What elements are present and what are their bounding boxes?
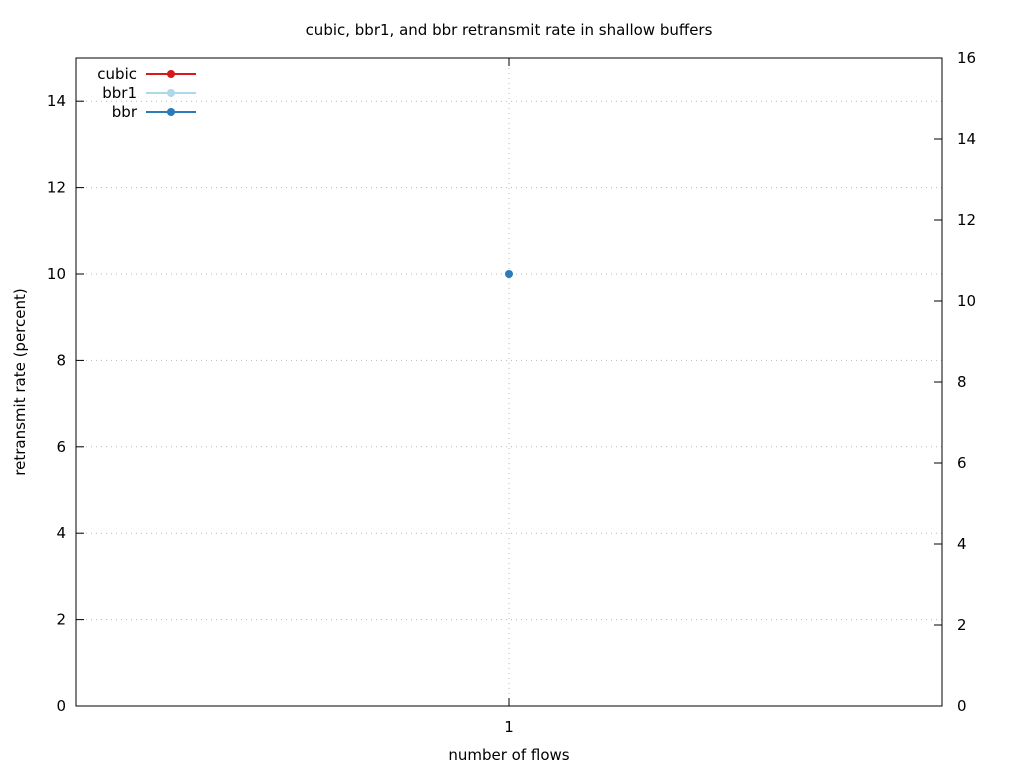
x-axis-label: number of flows xyxy=(448,746,569,764)
y2-tick-label: 14 xyxy=(957,130,976,148)
y-axis-label: retransmit rate (percent) xyxy=(11,288,29,475)
y2-tick-label: 12 xyxy=(957,211,976,229)
y-tick-label: 0 xyxy=(56,697,66,715)
legend-label-cubic: cubic xyxy=(97,65,137,83)
y2-tick-label: 10 xyxy=(957,292,976,310)
legend-label-bbr1: bbr1 xyxy=(102,84,137,102)
y2-tick-label: 2 xyxy=(957,616,967,634)
y-tick-label: 12 xyxy=(47,179,66,197)
y2-tick-label: 6 xyxy=(957,454,967,472)
y-tick-label: 14 xyxy=(47,92,66,110)
y-tick-label: 8 xyxy=(56,351,66,369)
y2-tick-label: 0 xyxy=(957,697,967,715)
legend-marker-bbr1 xyxy=(167,89,175,97)
right-axis: 0 2 4 6 8 10 12 14 16 xyxy=(934,49,976,715)
y-tick-label: 10 xyxy=(47,265,66,283)
x-axis: 1 xyxy=(504,58,514,736)
y-tick-label: 6 xyxy=(56,438,66,456)
series-layer xyxy=(505,270,513,278)
data-point-bbr xyxy=(505,270,513,278)
x-tick-label: 1 xyxy=(504,718,514,736)
y-tick-label: 4 xyxy=(56,524,66,542)
chart-title: cubic, bbr1, and bbr retransmit rate in … xyxy=(306,21,713,39)
legend-marker-bbr xyxy=(167,108,175,116)
y2-tick-label: 4 xyxy=(957,535,967,553)
y2-tick-label: 16 xyxy=(957,49,976,67)
legend-label-bbr: bbr xyxy=(112,103,138,121)
legend-marker-cubic xyxy=(167,70,175,78)
y2-tick-label: 8 xyxy=(957,373,967,391)
y-tick-label: 2 xyxy=(56,611,66,629)
grid xyxy=(76,58,942,706)
left-axis: 0 2 4 6 8 10 12 14 xyxy=(47,92,84,715)
